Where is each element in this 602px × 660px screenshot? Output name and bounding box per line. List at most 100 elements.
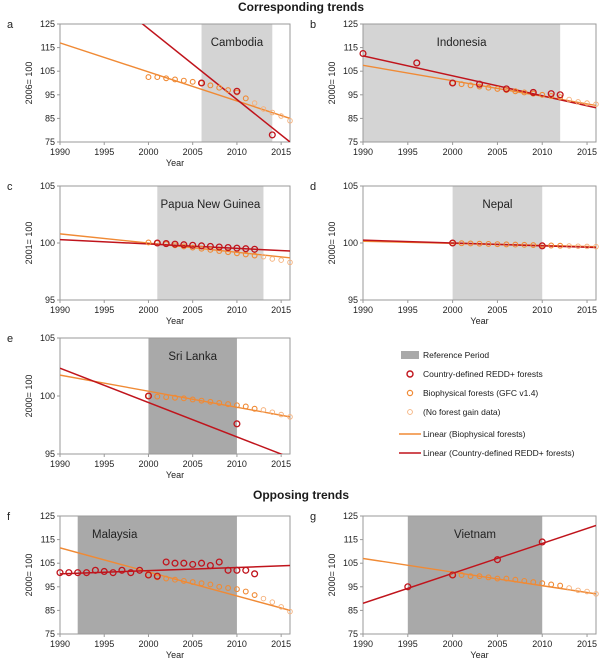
no-gain-point	[566, 243, 572, 249]
redd-point	[233, 87, 241, 95]
redd-trend-line	[60, 564, 290, 575]
bio-point	[154, 74, 161, 81]
bio-point	[503, 241, 510, 248]
y-tick-label: 75	[45, 137, 55, 147]
y-tick-label: 115	[344, 535, 358, 545]
x-tick-label: 2000	[138, 639, 158, 649]
redd-point	[413, 59, 421, 67]
y-tick-label: 95	[45, 295, 55, 305]
x-tick-label: 2000	[138, 305, 158, 315]
redd-point	[475, 80, 484, 88]
no-gain-point	[287, 259, 293, 266]
bio-point	[512, 88, 519, 95]
bio-point	[225, 401, 232, 408]
redd-trend-line	[363, 239, 596, 249]
x-tick-label: 1990	[353, 305, 373, 315]
opposing-trends-heading: Opposing trends	[253, 488, 349, 502]
bio-point	[207, 581, 214, 588]
no-gain-point	[593, 591, 599, 597]
redd-point	[56, 569, 64, 577]
y-tick-label: 75	[348, 137, 358, 147]
no-gain-point	[566, 96, 572, 103]
no-gain-point	[278, 411, 284, 418]
plot-frame	[362, 515, 597, 635]
x-tick-label: 1990	[50, 459, 70, 469]
panel-title: Nepal	[482, 199, 512, 211]
redd-point	[136, 566, 144, 574]
panel-letter: d	[310, 181, 316, 193]
x-tick-label: 2005	[183, 147, 203, 157]
redd-point	[91, 566, 99, 574]
redd-point	[189, 241, 197, 249]
bio-trend-line	[60, 374, 290, 418]
legend-label: Linear (Biophysical forests)	[423, 429, 526, 439]
bio-point	[198, 580, 205, 587]
no-gain-point	[566, 585, 572, 591]
bio-point	[145, 239, 152, 246]
redd-point	[556, 91, 564, 99]
y-axis-label: 2000= 100	[327, 62, 337, 105]
bio-point	[216, 84, 223, 91]
reference-period-band	[201, 24, 273, 142]
legend-redd-line	[399, 452, 421, 454]
legend-label: Biophysical forests (GFC v1.4)	[423, 388, 539, 398]
bio-point	[458, 240, 465, 247]
panel-letter: c	[7, 181, 13, 193]
x-axis-label: Year	[166, 158, 184, 168]
redd-point	[502, 85, 510, 93]
no-gain-point	[584, 243, 590, 250]
legend-bio-marker	[406, 389, 414, 397]
no-gain-point	[278, 257, 284, 263]
bio-point	[233, 586, 240, 593]
y-tick-label: 125	[40, 511, 55, 521]
y-tick-label: 105	[40, 66, 55, 76]
bio-point	[548, 581, 555, 588]
x-tick-label: 2010	[227, 147, 247, 157]
redd-point	[404, 583, 412, 591]
redd-point	[100, 567, 108, 576]
trend-lines	[363, 239, 596, 249]
legend-bio-line	[399, 433, 421, 435]
bio-point	[476, 240, 483, 247]
trend-lines	[363, 524, 596, 605]
panel-letter: f	[7, 511, 11, 523]
bio-point	[198, 397, 205, 404]
plot-frame	[362, 23, 597, 143]
reference-period-band	[363, 24, 561, 142]
no-gain-point	[251, 100, 258, 106]
x-tick-label: 2000	[443, 639, 463, 649]
panel-g: 1990 1995 2000 2005 2010 2015 75 85 95 105 115 125 Y…	[310, 511, 599, 660]
y-tick-label: 95	[45, 582, 55, 592]
x-tick-label: 2005	[487, 639, 507, 649]
redd-point	[538, 538, 546, 546]
y-tick-label: 95	[45, 90, 55, 100]
no-gain-point	[260, 106, 267, 112]
x-tick-label: 2005	[183, 459, 203, 469]
x-tick-label: 2015	[271, 147, 291, 157]
y-tick-label: 105	[40, 181, 55, 191]
redd-point	[242, 566, 250, 574]
x-axis-label: Year	[470, 650, 488, 660]
redd-point	[162, 240, 170, 248]
panel-c: 1990 1995 2000 2005 2010 2015 95 100 105 Year 2001…	[7, 181, 293, 326]
redd-point	[162, 558, 170, 566]
y-tick-label: 125	[343, 19, 358, 29]
bio-point	[216, 400, 223, 406]
x-tick-label: 1995	[94, 147, 114, 157]
redd-point	[171, 559, 179, 567]
bio-point	[512, 241, 519, 248]
panel-title: Malaysia	[92, 529, 138, 541]
bio-point	[189, 396, 196, 403]
bio-point	[207, 246, 214, 253]
y-tick-label: 85	[348, 113, 358, 123]
y-tick-label: 100	[343, 238, 358, 248]
bio-point	[233, 402, 240, 409]
panel-a: 1990 1995 2000 2005 2010 2015 75 85 95 105 115 125 Y…	[7, 19, 293, 168]
bio-point	[172, 576, 178, 583]
bio-point	[503, 575, 510, 582]
bio-point	[225, 585, 232, 591]
redd-point	[215, 243, 223, 251]
bio-point	[494, 575, 501, 582]
no-gain-point	[575, 587, 581, 594]
